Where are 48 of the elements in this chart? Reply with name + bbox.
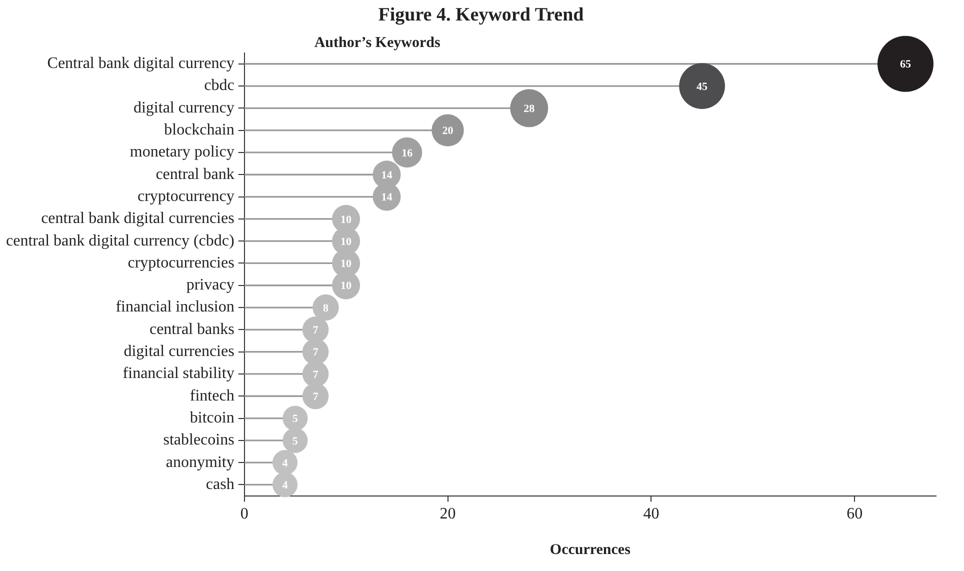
y-tick-label: cash <box>206 476 234 493</box>
x-tick-label: 60 <box>846 506 863 523</box>
data-label: 4 <box>282 480 288 492</box>
data-label: 7 <box>312 346 319 359</box>
data-label: 5 <box>292 435 298 448</box>
y-tick-label: bitcoin <box>190 409 234 426</box>
data-label: 5 <box>292 413 298 426</box>
y-axis-title: Author’s Keywords <box>314 35 440 52</box>
y-tick-label: cryptocurrency <box>137 188 234 205</box>
data-label: 28 <box>524 103 536 116</box>
y-tick-label: blockchain <box>164 122 234 139</box>
y-tick-label: financial inclusion <box>116 298 234 316</box>
x-axis-title: Occurrences <box>550 542 631 558</box>
data-label: 14 <box>381 192 393 204</box>
point <box>312 294 339 321</box>
y-tick-label: digital currencies <box>124 343 234 360</box>
x-tick-label: 40 <box>643 506 660 523</box>
y-tick-label: anonymity <box>166 454 234 471</box>
data-label: 10 <box>340 280 352 292</box>
data-label: 7 <box>312 324 319 337</box>
y-tick-label: digital currency <box>133 99 234 116</box>
data-label: 65 <box>900 58 912 71</box>
data-label: 45 <box>696 80 708 93</box>
data-label: 10 <box>340 214 352 226</box>
x-tick-label: 0 <box>240 506 248 523</box>
y-tick-label: privacy <box>186 276 234 294</box>
y-tick-label: Central bank digital currency <box>47 55 234 72</box>
data-label: 7 <box>312 390 319 403</box>
y-tick-label: central bank <box>156 166 234 183</box>
y-tick-label: financial stability <box>122 365 234 382</box>
y-tick-label: fintech <box>190 387 234 404</box>
data-label: 4 <box>282 457 288 470</box>
y-tick-label: cryptocurrencies <box>128 254 234 272</box>
y-tick-label: central bank digital currencies <box>41 210 234 228</box>
data-label: 10 <box>340 236 352 248</box>
chart-title: Figure 4. Keyword Trend <box>378 4 584 26</box>
data-label: 20 <box>442 125 454 138</box>
y-tick-label: cbdc <box>204 77 234 94</box>
data-label: 8 <box>322 302 329 314</box>
y-tick-label: stablecoins <box>163 432 234 449</box>
data-label: 14 <box>381 169 393 182</box>
data-label: 7 <box>312 368 319 381</box>
y-tick-label: central bank digital currency (cbdc) <box>6 232 234 250</box>
y-tick-label: monetary policy <box>130 144 234 161</box>
x-tick-label: 20 <box>440 506 456 523</box>
y-tick-label: central banks <box>149 320 234 338</box>
data-label: 10 <box>340 258 352 270</box>
data-label: 16 <box>402 147 414 160</box>
